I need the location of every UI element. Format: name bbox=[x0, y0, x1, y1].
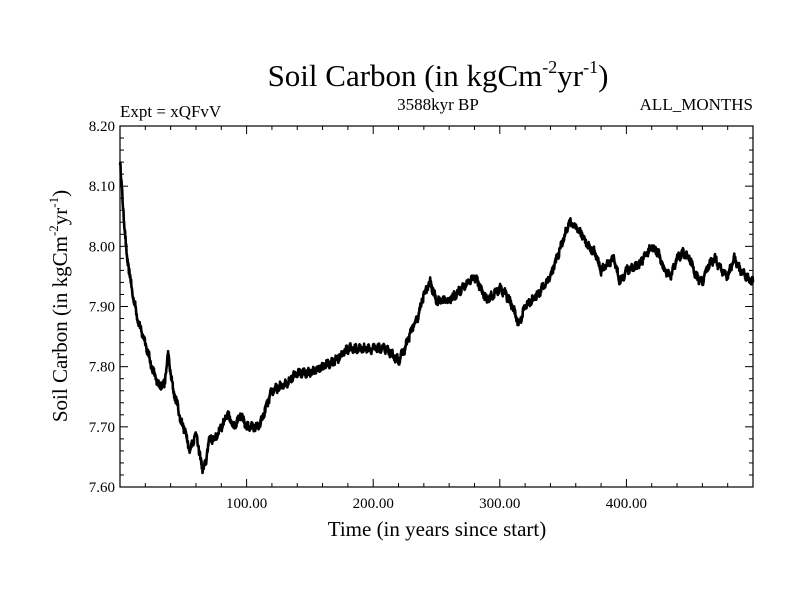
x-tick-label: 400.00 bbox=[606, 496, 647, 512]
y-tick-labels: 7.60 7.70 7.80 7.90 8.00 8.10 8.20 bbox=[89, 119, 115, 496]
x-tick-label: 100.00 bbox=[226, 496, 267, 512]
x-tick-label: 200.00 bbox=[353, 496, 394, 512]
y-tick-label: 7.70 bbox=[89, 420, 115, 436]
period-label: 3588kyr BP bbox=[397, 95, 479, 114]
y-tick-label: 7.90 bbox=[89, 300, 115, 316]
x-tick-label: 300.00 bbox=[479, 496, 520, 512]
experiment-label: Expt = xQFvV bbox=[120, 102, 222, 121]
y-tick-label: 8.10 bbox=[89, 179, 115, 195]
axis-ticks bbox=[120, 126, 753, 487]
y-tick-label: 7.80 bbox=[89, 360, 115, 376]
y-axis-label: Soil Carbon (in kgCm-2yr-1) bbox=[46, 190, 72, 422]
y-tick-label: 8.20 bbox=[89, 119, 115, 135]
x-tick-labels: 100.00 200.00 300.00 400.00 bbox=[226, 496, 647, 512]
x-axis-label: Time (in years since start) bbox=[328, 517, 547, 541]
y-tick-label: 7.60 bbox=[89, 480, 115, 496]
months-label: ALL_MONTHS bbox=[640, 95, 753, 114]
y-tick-label: 8.00 bbox=[89, 239, 115, 255]
chart-title: Soil Carbon (in kgCm-2yr-1) bbox=[268, 57, 609, 93]
soil-carbon-series-line bbox=[118, 161, 755, 475]
